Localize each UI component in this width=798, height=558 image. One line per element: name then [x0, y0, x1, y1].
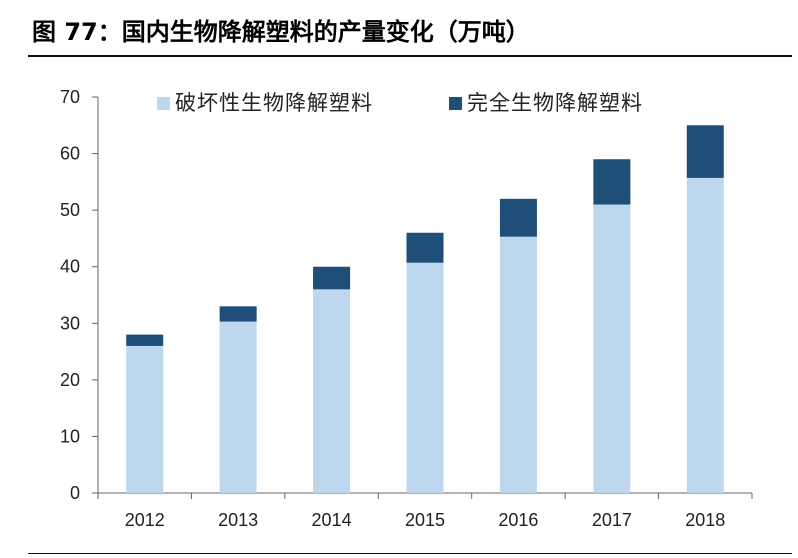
y-tick-label: 10: [60, 426, 80, 446]
y-tick-label: 20: [60, 370, 80, 390]
bottom-rule: [28, 553, 792, 554]
bar-segment-fully-degradable: [219, 306, 257, 322]
y-tick-label: 50: [60, 200, 80, 220]
bar-segment-partial-degradable: [499, 236, 537, 493]
bar-segment-fully-degradable: [313, 266, 351, 290]
x-tick-label: 2014: [312, 510, 352, 530]
x-tick-label: 2016: [498, 510, 538, 530]
bar-segment-partial-degradable: [593, 204, 631, 493]
legend-label: 完全生物降解塑料: [467, 91, 643, 115]
y-tick-label: 40: [60, 257, 80, 277]
legend-swatch: [157, 97, 170, 110]
x-tick-label: 2015: [405, 510, 445, 530]
y-axis: 0 10 20 30 40 50 60 70: [60, 87, 99, 503]
bar-segment-partial-degradable: [126, 345, 164, 493]
bar-segment-partial-degradable: [219, 321, 257, 493]
bar-segment-fully-degradable: [126, 334, 164, 346]
bar-segment-partial-degradable: [313, 289, 351, 493]
y-tick-label: 0: [70, 483, 80, 503]
top-rule: [28, 55, 792, 57]
bar-segment-fully-degradable: [406, 232, 444, 263]
bar-segment-fully-degradable: [686, 125, 724, 178]
x-tick-label: 2018: [685, 510, 725, 530]
x-tick-label: 2013: [218, 510, 258, 530]
bar-segment-fully-degradable: [593, 159, 631, 205]
bar-segment-partial-degradable: [686, 177, 724, 493]
y-tick-label: 30: [60, 313, 80, 333]
legend-label: 破坏性生物降解塑料: [175, 91, 373, 115]
bar-segment-fully-degradable: [499, 198, 537, 237]
legend: 破坏性生物降解塑料 完全生物降解塑料: [157, 91, 643, 115]
y-tick-label: 60: [60, 144, 80, 164]
bar-segment-partial-degradable: [406, 262, 444, 493]
figure-title: 图 77：国内生物降解塑料的产量变化（万吨）: [32, 18, 530, 46]
figure-header: 图 77：国内生物降解塑料的产量变化（万吨）: [0, 0, 798, 55]
x-axis: 2012 2013 2014 2015 2016 2017 2018: [97, 492, 753, 530]
y-tick-label: 70: [60, 87, 80, 107]
x-tick-label: 2017: [592, 510, 632, 530]
legend-swatch: [449, 97, 462, 110]
bars: [126, 125, 724, 493]
x-tick-label: 2012: [125, 510, 165, 530]
